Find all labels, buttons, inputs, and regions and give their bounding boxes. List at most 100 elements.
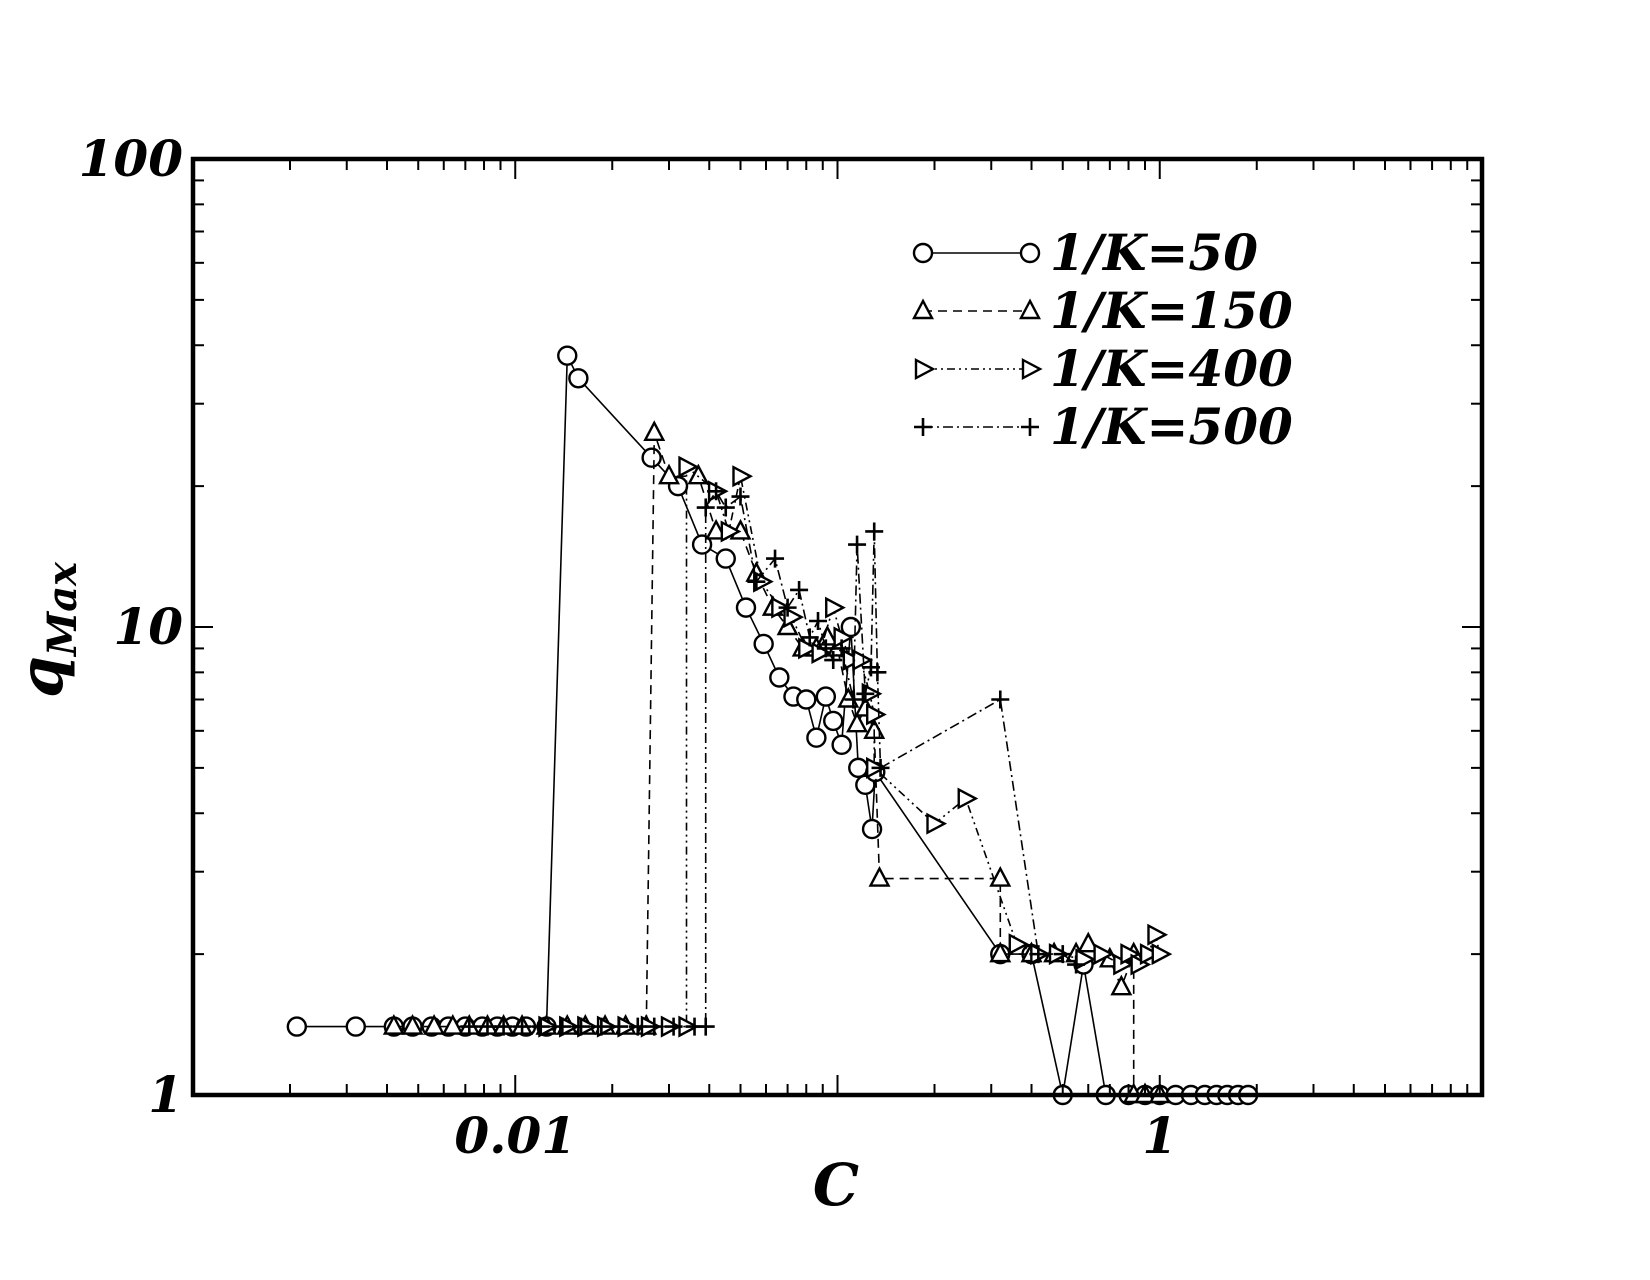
series-3-point-34 — [1139, 943, 1161, 966]
series-3-point-17 — [825, 596, 846, 619]
legend-label-2: 1/K=150 — [1050, 281, 1293, 340]
series-4-point-29 — [856, 684, 875, 703]
y-tick-label-2: 100 — [79, 129, 184, 188]
series-2-point-14 — [643, 420, 666, 441]
series-1-point-1 — [345, 1016, 366, 1037]
series-3-point-32 — [1120, 943, 1142, 966]
legend-marker-right-1 — [1019, 242, 1041, 264]
series-3-point-11 — [732, 465, 754, 488]
y-axis-label: qMax — [7, 561, 86, 698]
series-1-point-17 — [715, 548, 736, 569]
series-3-point-22 — [866, 703, 887, 726]
legend-label-3: 1/K=400 — [1050, 339, 1293, 398]
series-4-point-16 — [716, 498, 735, 517]
series-4-point-14 — [696, 498, 715, 517]
series-1-point-24 — [815, 686, 837, 707]
series-2-point-17 — [705, 518, 728, 540]
series-4-point-4 — [531, 1017, 550, 1036]
series-4-point-13 — [696, 1017, 715, 1036]
series-4-point-37 — [1067, 955, 1086, 974]
legend-marker-left-1 — [912, 242, 934, 264]
axis-ticks — [193, 159, 1482, 1095]
legend-entry-3: 1/K=400 — [914, 339, 1293, 398]
series-1-point-19 — [753, 633, 774, 655]
y-axis-label-main: q — [7, 656, 77, 698]
series-3-point-26 — [1008, 933, 1030, 956]
series-1-point-0 — [286, 1016, 308, 1037]
series-1-point-30 — [861, 818, 883, 840]
axis-tick-labels: 0.01 1 1 10 100 — [79, 129, 1178, 1165]
series-4-point-28 — [848, 535, 867, 554]
legend-marker-left-4 — [914, 418, 932, 436]
series-2-point-1 — [401, 1014, 424, 1035]
series-4-point-11 — [664, 1017, 683, 1036]
series-3-point-25 — [957, 787, 979, 810]
series-4-point-34 — [991, 690, 1010, 709]
series-4-point-17 — [731, 487, 750, 506]
legend-entry-2: 1/K=150 — [912, 281, 1293, 340]
series-4-point-32 — [868, 663, 887, 682]
series-3-point-36 — [1151, 943, 1173, 966]
series-1-line — [296, 355, 1249, 1096]
series-2-point-32 — [989, 941, 1012, 963]
series-2-point-36 — [1077, 931, 1100, 953]
series-1-point-23 — [806, 727, 827, 748]
legend-marker-left-3 — [914, 358, 936, 380]
series-1-point-22 — [796, 689, 817, 710]
series-4-point-8 — [610, 1017, 629, 1036]
legend-marker-left-2 — [912, 298, 934, 320]
series-1-point-25 — [823, 710, 844, 732]
series-1-point-20 — [769, 667, 790, 688]
series-3-point-18 — [833, 626, 855, 649]
series-1-point-14 — [641, 447, 662, 468]
series-2-point-3 — [441, 1014, 464, 1035]
series-4-point-1 — [478, 1017, 497, 1036]
series-3-point-24 — [926, 812, 948, 835]
series-4-point-19 — [766, 549, 785, 568]
legend-entry-4: 1/K=500 — [914, 397, 1293, 456]
series-4-point-35 — [1029, 945, 1048, 964]
series-3-point-30 — [1093, 943, 1115, 966]
series-2-point-2 — [423, 1014, 446, 1035]
series-3-point-15 — [798, 637, 819, 660]
series-4-point-2 — [494, 1017, 513, 1036]
series-4-point-27 — [844, 690, 863, 709]
series-4-point-6 — [572, 1017, 591, 1036]
series-4-point-26 — [832, 639, 851, 658]
series-2-point-38 — [1110, 974, 1133, 996]
series-4-point-24 — [816, 639, 835, 658]
y-tick-label-0: 1 — [148, 1065, 183, 1124]
series-3-point-8 — [678, 455, 700, 478]
series-1-point-16 — [691, 534, 713, 555]
series-2-point-31 — [989, 866, 1012, 887]
series-1-point-18 — [735, 597, 757, 618]
series-4-point-21 — [790, 580, 809, 599]
series-2-point-16 — [687, 463, 710, 485]
series-2-point-27 — [846, 711, 869, 733]
series-4-point-15 — [707, 482, 726, 501]
y-axis-label-subscript: Max — [39, 561, 86, 658]
series-4-point-31 — [865, 522, 884, 541]
series-4-point-25 — [824, 651, 843, 670]
legend-label-1: 1/K=50 — [1050, 223, 1258, 282]
series-1-point-12 — [557, 345, 578, 366]
series-4-point-36 — [1053, 945, 1072, 964]
series-4-point-33 — [871, 758, 890, 777]
series-2-line — [393, 432, 1160, 1096]
series-2 — [382, 420, 1171, 1104]
series-3-point-35 — [1147, 923, 1169, 946]
x-tick-label-0: 0.01 — [454, 1106, 576, 1165]
series-3-line — [546, 464, 1161, 1028]
series-4-point-3 — [513, 1017, 532, 1036]
series-4 — [460, 482, 1086, 1036]
series-4-point-22 — [800, 628, 819, 647]
series-4-point-9 — [628, 1017, 647, 1036]
series-4-point-5 — [553, 1017, 572, 1036]
series-4-point-10 — [645, 1017, 664, 1036]
series-4-point-7 — [592, 1017, 611, 1036]
series-4-point-20 — [778, 598, 797, 617]
legend-label-4: 1/K=500 — [1050, 397, 1293, 456]
series-1-point-28 — [848, 757, 869, 779]
